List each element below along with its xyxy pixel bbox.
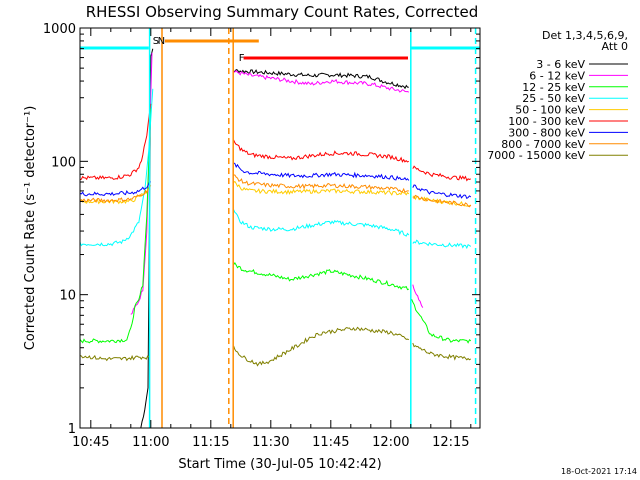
x-tick-label-1: 11:00 <box>132 435 169 450</box>
series-line-7-1 <box>233 174 409 194</box>
plot-area: SN F <box>80 28 480 428</box>
x-tick-label-5: 12:00 <box>372 435 409 450</box>
legend-label-7: 800 - 7000 keV <box>501 138 585 151</box>
series-3 <box>80 88 472 250</box>
y-tick-label-2: 100 <box>51 155 76 170</box>
series-line-5-0 <box>80 103 152 181</box>
series-line-3-0 <box>80 88 154 247</box>
series-line-5-2 <box>412 165 472 182</box>
series-line-1-1 <box>233 69 410 93</box>
legend-header-0: Det 1,3,4,5,6,9, <box>542 29 628 42</box>
x-axis-label: Start Time (30-Jul-05 10:42:42) <box>178 457 381 472</box>
series-line-6-0 <box>80 181 151 197</box>
legend-label-6: 300 - 800 keV <box>508 126 585 139</box>
series-line-5-1 <box>233 139 410 163</box>
y-axis-label: Corrected Count Rate (s⁻¹ detector⁻¹) <box>23 106 38 351</box>
legend-label-0: 3 - 6 keV <box>536 58 585 71</box>
series-6 <box>80 162 472 200</box>
axes: 1 10 100 1000 10:45 11:00 11:15 11:30 11:45 12:00… <box>43 22 481 450</box>
plot-frame <box>79 27 481 429</box>
legend-label-8: 7000 - 15000 keV <box>487 149 585 162</box>
series-line-3-1 <box>233 209 410 237</box>
series-line-2-0 <box>80 108 152 344</box>
legend-label-5: 100 - 300 keV <box>508 115 585 128</box>
series-7 <box>80 174 472 208</box>
series-line-1-2 <box>412 284 424 308</box>
series-line-7-0 <box>80 185 152 204</box>
series-line-0-1 <box>233 68 409 90</box>
series-line-6-2 <box>412 184 472 200</box>
series-line-0-0 <box>140 48 154 428</box>
y-tick-label-3: 1000 <box>43 22 76 37</box>
y-tick-label-1: 10 <box>59 289 76 304</box>
legend-label-3: 25 - 50 keV <box>522 92 585 105</box>
series-2 <box>80 108 472 344</box>
legend-header-1: Att 0 <box>602 40 628 53</box>
series-line-8-1 <box>233 326 409 367</box>
chart-title: RHESSI Observing Summary Count Rates, Co… <box>86 3 479 21</box>
marker-f: F <box>239 53 245 64</box>
plot-content <box>80 28 480 428</box>
series-line-3-2 <box>412 239 472 250</box>
legend-label-1: 6 - 12 keV <box>529 69 585 82</box>
series-5 <box>80 103 472 182</box>
x-tick-label-2: 11:15 <box>192 435 229 450</box>
y-tick-label-0: 1 <box>68 422 76 437</box>
series-line-4-0 <box>80 190 148 205</box>
series-0 <box>140 48 409 428</box>
series-1 <box>130 52 424 315</box>
x-tick-label-4: 11:45 <box>312 435 349 450</box>
series-line-8-0 <box>80 354 150 362</box>
marker-n: N <box>158 36 165 47</box>
series-line-4-1 <box>233 180 410 196</box>
legend-label-4: 50 - 100 keV <box>515 104 585 117</box>
series-line-2-1 <box>233 261 409 291</box>
x-tick-label-3: 11:30 <box>252 435 289 450</box>
x-tick-label-0: 10:45 <box>72 435 109 450</box>
x-tick-label-6: 12:15 <box>432 435 469 450</box>
legend-label-2: 12 - 25 keV <box>522 81 585 94</box>
timestamp: 18-Oct-2021 17:14 <box>561 467 637 476</box>
series-line-7-2 <box>412 194 472 208</box>
series-line-6-1 <box>233 162 410 181</box>
series-line-8-2 <box>412 342 472 361</box>
series-line-2-2 <box>411 299 472 344</box>
marker-s: S <box>153 36 159 47</box>
series-8 <box>80 326 472 367</box>
